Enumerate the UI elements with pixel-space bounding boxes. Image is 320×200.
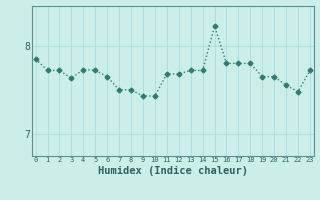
X-axis label: Humidex (Indice chaleur): Humidex (Indice chaleur) [98, 166, 248, 176]
